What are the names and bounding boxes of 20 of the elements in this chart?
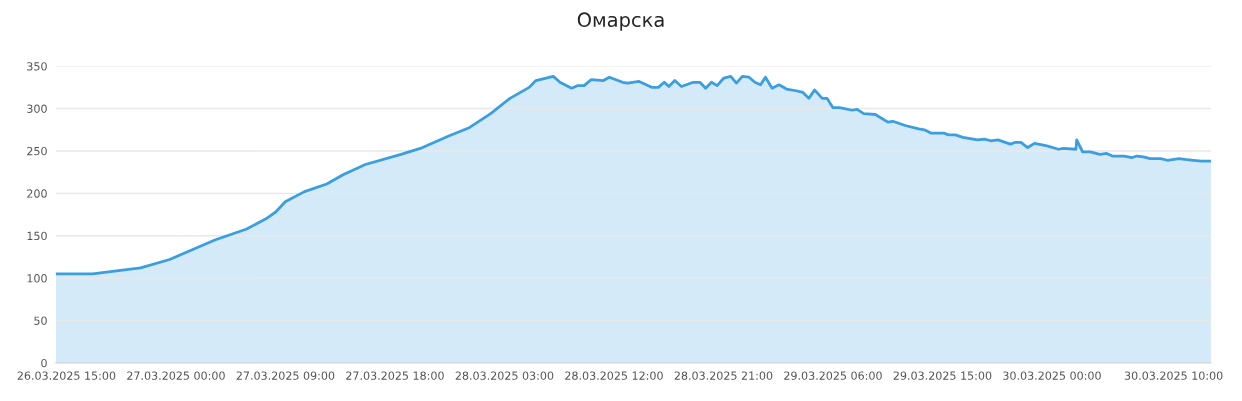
x-tick-label: 28.03.2025 12:00 bbox=[565, 371, 663, 380]
y-tick-label: 350 bbox=[27, 62, 47, 71]
y-tick-label: 300 bbox=[27, 104, 47, 113]
x-tick-label: 29.03.2025 15:00 bbox=[893, 371, 992, 380]
x-tick-label: 27.03.2025 00:00 bbox=[127, 371, 225, 380]
x-tick-label: 28.03.2025 03:00 bbox=[455, 371, 554, 380]
x-tick-label: 27.03.2025 09:00 bbox=[236, 371, 335, 380]
x-tick-label: 27.03.2025 18:00 bbox=[346, 371, 444, 380]
y-tick-label: 50 bbox=[34, 316, 47, 325]
chart-title: Омарска bbox=[577, 12, 664, 31]
y-tick-label: 200 bbox=[27, 189, 47, 198]
y-tick-label: 150 bbox=[27, 231, 47, 241]
x-tick-label: 26.03.2025 15:00 bbox=[17, 371, 116, 380]
x-tick-label: 30.03.2025 10:00 bbox=[1124, 371, 1223, 380]
x-tick-label: 29.03.2025 06:00 bbox=[784, 371, 882, 380]
x-tick-label: 30.03.2025 00:00 bbox=[1003, 371, 1101, 380]
x-tick-label: 28.03.2025 21:00 bbox=[674, 371, 773, 380]
y-tick-label: 250 bbox=[27, 146, 47, 156]
y-tick-label: 0 bbox=[41, 358, 47, 368]
y-tick-label: 100 bbox=[27, 274, 47, 283]
